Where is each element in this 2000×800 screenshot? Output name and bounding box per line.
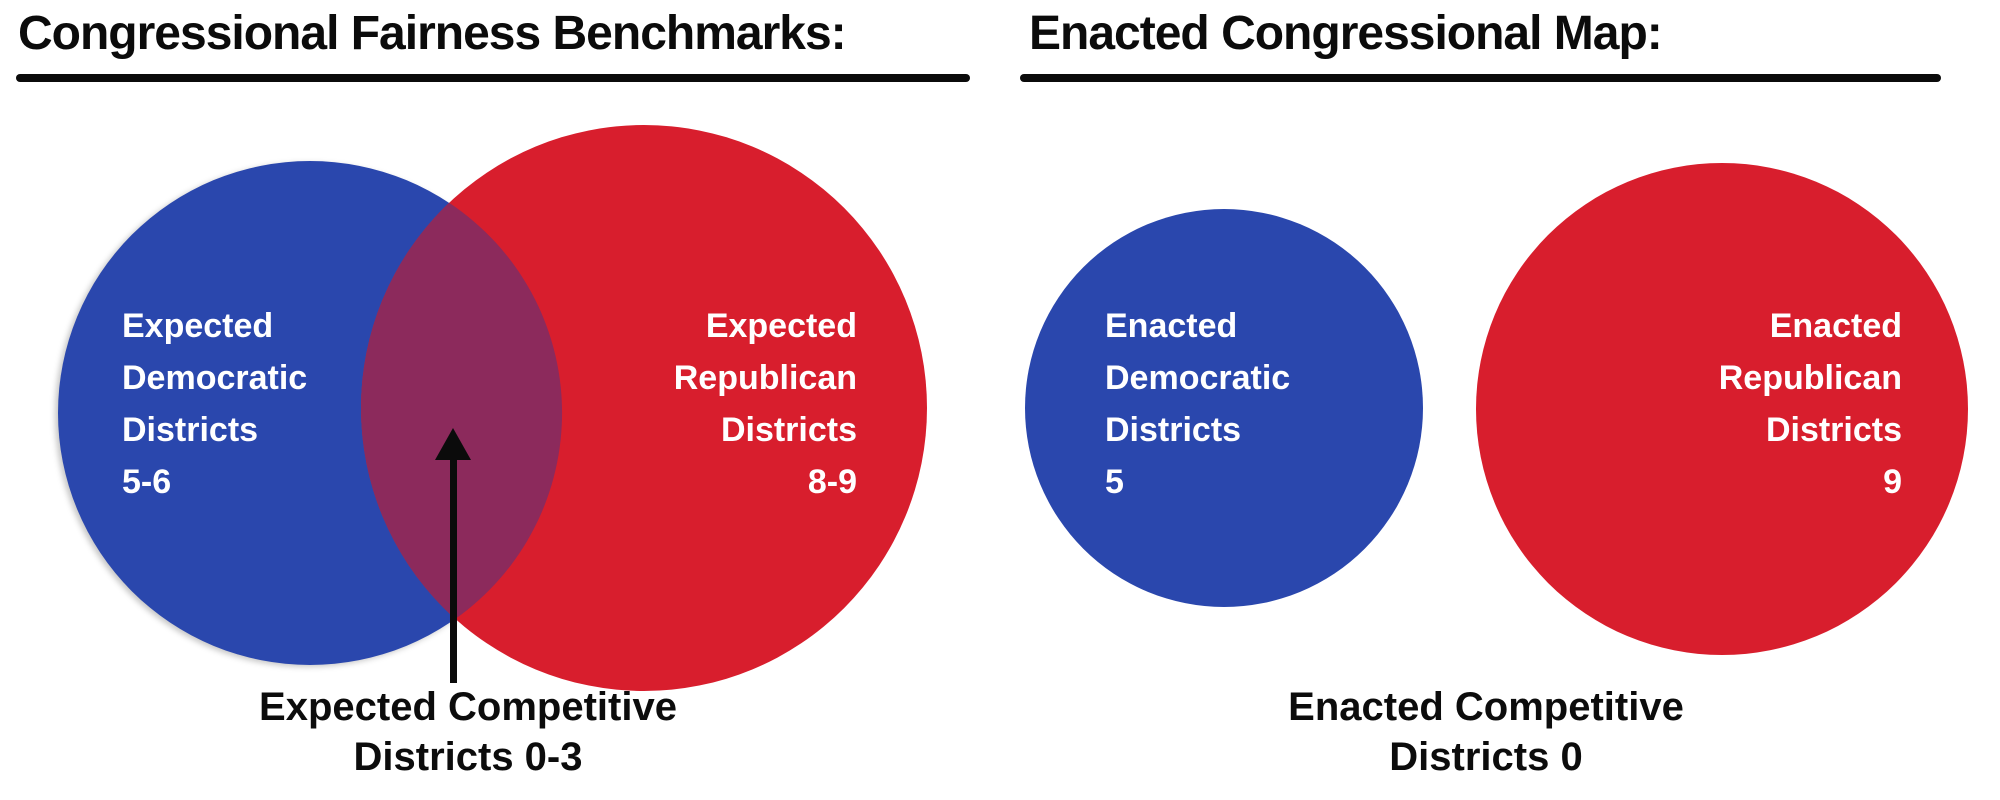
label-line: Districts (122, 411, 259, 449)
expected-democratic-label: Expected Democratic Districts 5-6 (122, 300, 307, 508)
label-line: Enacted (1769, 307, 1902, 345)
label-line: 9 (1883, 463, 1902, 501)
label-line: Republican (1718, 359, 1902, 397)
label-line: Democratic (122, 359, 308, 397)
expected-republican-label: Expected Republican Districts 8-9 (457, 300, 857, 508)
enacted-republican-circle (1476, 163, 1968, 655)
label-line: Expected Competitive (259, 685, 677, 729)
left-panel-title: Congressional Fairness Benchmarks: (18, 7, 847, 60)
label-line: Expected (705, 307, 857, 345)
label-line: Districts (1105, 411, 1242, 449)
enacted-democratic-circle (1025, 209, 1423, 607)
label-line: Republican (673, 359, 857, 397)
label-line: Districts 0-3 (353, 735, 583, 779)
label-line: Democratic (1105, 359, 1291, 397)
label-line: Enacted Competitive (1288, 685, 1684, 729)
right-title-underline (1020, 74, 1941, 82)
enacted-republican-label: Enacted Republican Districts 9 (1502, 300, 1902, 508)
expected-competitive-overlap-lens (360, 202, 563, 619)
enacted-competitive-label: Enacted Competitive Districts 0 (1186, 682, 1786, 782)
competitive-arrow-head-icon (435, 428, 471, 460)
label-line: Districts (1765, 411, 1902, 449)
label-line: Expected (122, 307, 274, 345)
expected-competitive-label: Expected Competitive Districts 0-3 (168, 682, 768, 782)
right-panel-title: Enacted Congressional Map: (1029, 7, 1663, 60)
label-line: 5 (1105, 463, 1124, 501)
label-line: Districts (720, 411, 857, 449)
enacted-democratic-label: Enacted Democratic Districts 5 (1105, 300, 1290, 508)
competitive-arrow-shaft (450, 450, 457, 683)
left-title-underline (16, 74, 970, 82)
label-line: Districts 0 (1389, 735, 1583, 779)
label-line: Enacted (1105, 307, 1238, 345)
label-line: 5-6 (122, 463, 172, 501)
label-line: 8-9 (807, 463, 857, 501)
